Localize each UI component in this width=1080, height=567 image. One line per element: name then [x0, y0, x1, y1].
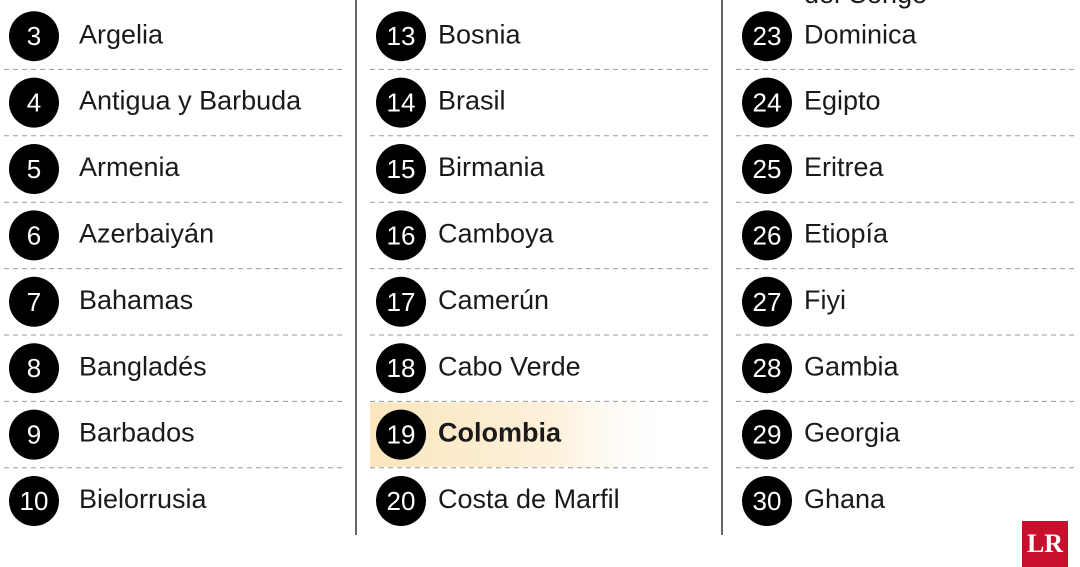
number-badge [742, 77, 792, 128]
item-number: 3 [27, 21, 41, 51]
logo-box [1022, 521, 1068, 567]
country-name: Colombia [438, 418, 562, 448]
country-name: Ghana [804, 484, 886, 514]
number-badge [9, 210, 59, 261]
number-badge [9, 409, 59, 460]
number-badge [742, 409, 792, 460]
number-badge [742, 276, 792, 327]
country-name: Costa de Marfil [438, 484, 620, 514]
item-number: 14 [387, 88, 416, 118]
number-badge [742, 476, 792, 526]
item-number: 10 [20, 486, 49, 516]
number-badge [376, 476, 426, 526]
item-number: 25 [753, 154, 782, 184]
item-number: 6 [27, 220, 41, 250]
item-number: 23 [753, 21, 782, 51]
number-badge [742, 11, 792, 62]
country-name: Egipto [804, 86, 881, 116]
country-name: Azerbaiyán [79, 219, 214, 249]
logo: LR [1022, 521, 1068, 567]
number-badge [376, 210, 426, 261]
number-badge [742, 210, 792, 261]
item-number: 27 [753, 287, 782, 317]
country-name: Brasil [438, 86, 506, 116]
number-badge [9, 77, 59, 128]
item-number: 17 [387, 287, 416, 317]
country-name: Bahamas [79, 285, 193, 315]
item-number: 8 [27, 353, 41, 383]
country-name: Bielorrusia [79, 484, 208, 514]
country-name: Argelia [79, 19, 164, 49]
top-fragment: del Congo [804, 0, 927, 9]
number-badge [742, 144, 792, 194]
country-name: Camboya [438, 219, 555, 249]
country-name: Dominica [804, 19, 918, 49]
number-badge [376, 343, 426, 394]
country-name: Gambia [804, 351, 900, 381]
country-name: Bangladés [79, 351, 207, 381]
item-number: 5 [27, 154, 41, 184]
country-name: Cabo Verde [438, 351, 581, 381]
item-number: 13 [387, 21, 416, 51]
country-name: Eritrea [804, 152, 885, 182]
country-name: Bosnia [438, 19, 522, 49]
number-badge [376, 77, 426, 128]
country-name: Antigua y Barbuda [79, 86, 302, 116]
country-name: Armenia [79, 152, 181, 182]
item-number: 28 [753, 353, 782, 383]
item-number: 30 [753, 486, 782, 516]
logo-text: LR [1027, 529, 1063, 558]
number-badge [9, 144, 59, 194]
number-badge [376, 11, 426, 62]
number-badge [9, 276, 59, 327]
country-name: Birmania [438, 152, 546, 182]
country-name: Etiopía [804, 219, 889, 249]
item-number: 15 [387, 154, 416, 184]
item-number: 19 [387, 420, 416, 450]
number-badge [742, 343, 792, 394]
number-badge [376, 409, 426, 460]
item-number: 18 [387, 353, 416, 383]
item-number: 7 [27, 287, 41, 317]
number-badge [9, 343, 59, 394]
country-name: Georgia [804, 418, 901, 448]
item-number: 29 [753, 420, 782, 450]
country-name: Camerún [438, 285, 549, 315]
number-badge [376, 276, 426, 327]
item-number: 26 [753, 220, 782, 250]
item-number: 24 [753, 88, 782, 118]
number-badge [376, 144, 426, 194]
number-badge [9, 476, 59, 526]
item-number: 9 [27, 420, 41, 450]
item-number: 16 [387, 220, 416, 250]
country-name: Fiyi [804, 285, 846, 315]
number-badge [9, 11, 59, 62]
item-number: 20 [387, 486, 416, 516]
country-name: Barbados [79, 418, 195, 448]
item-number: 4 [27, 88, 41, 118]
